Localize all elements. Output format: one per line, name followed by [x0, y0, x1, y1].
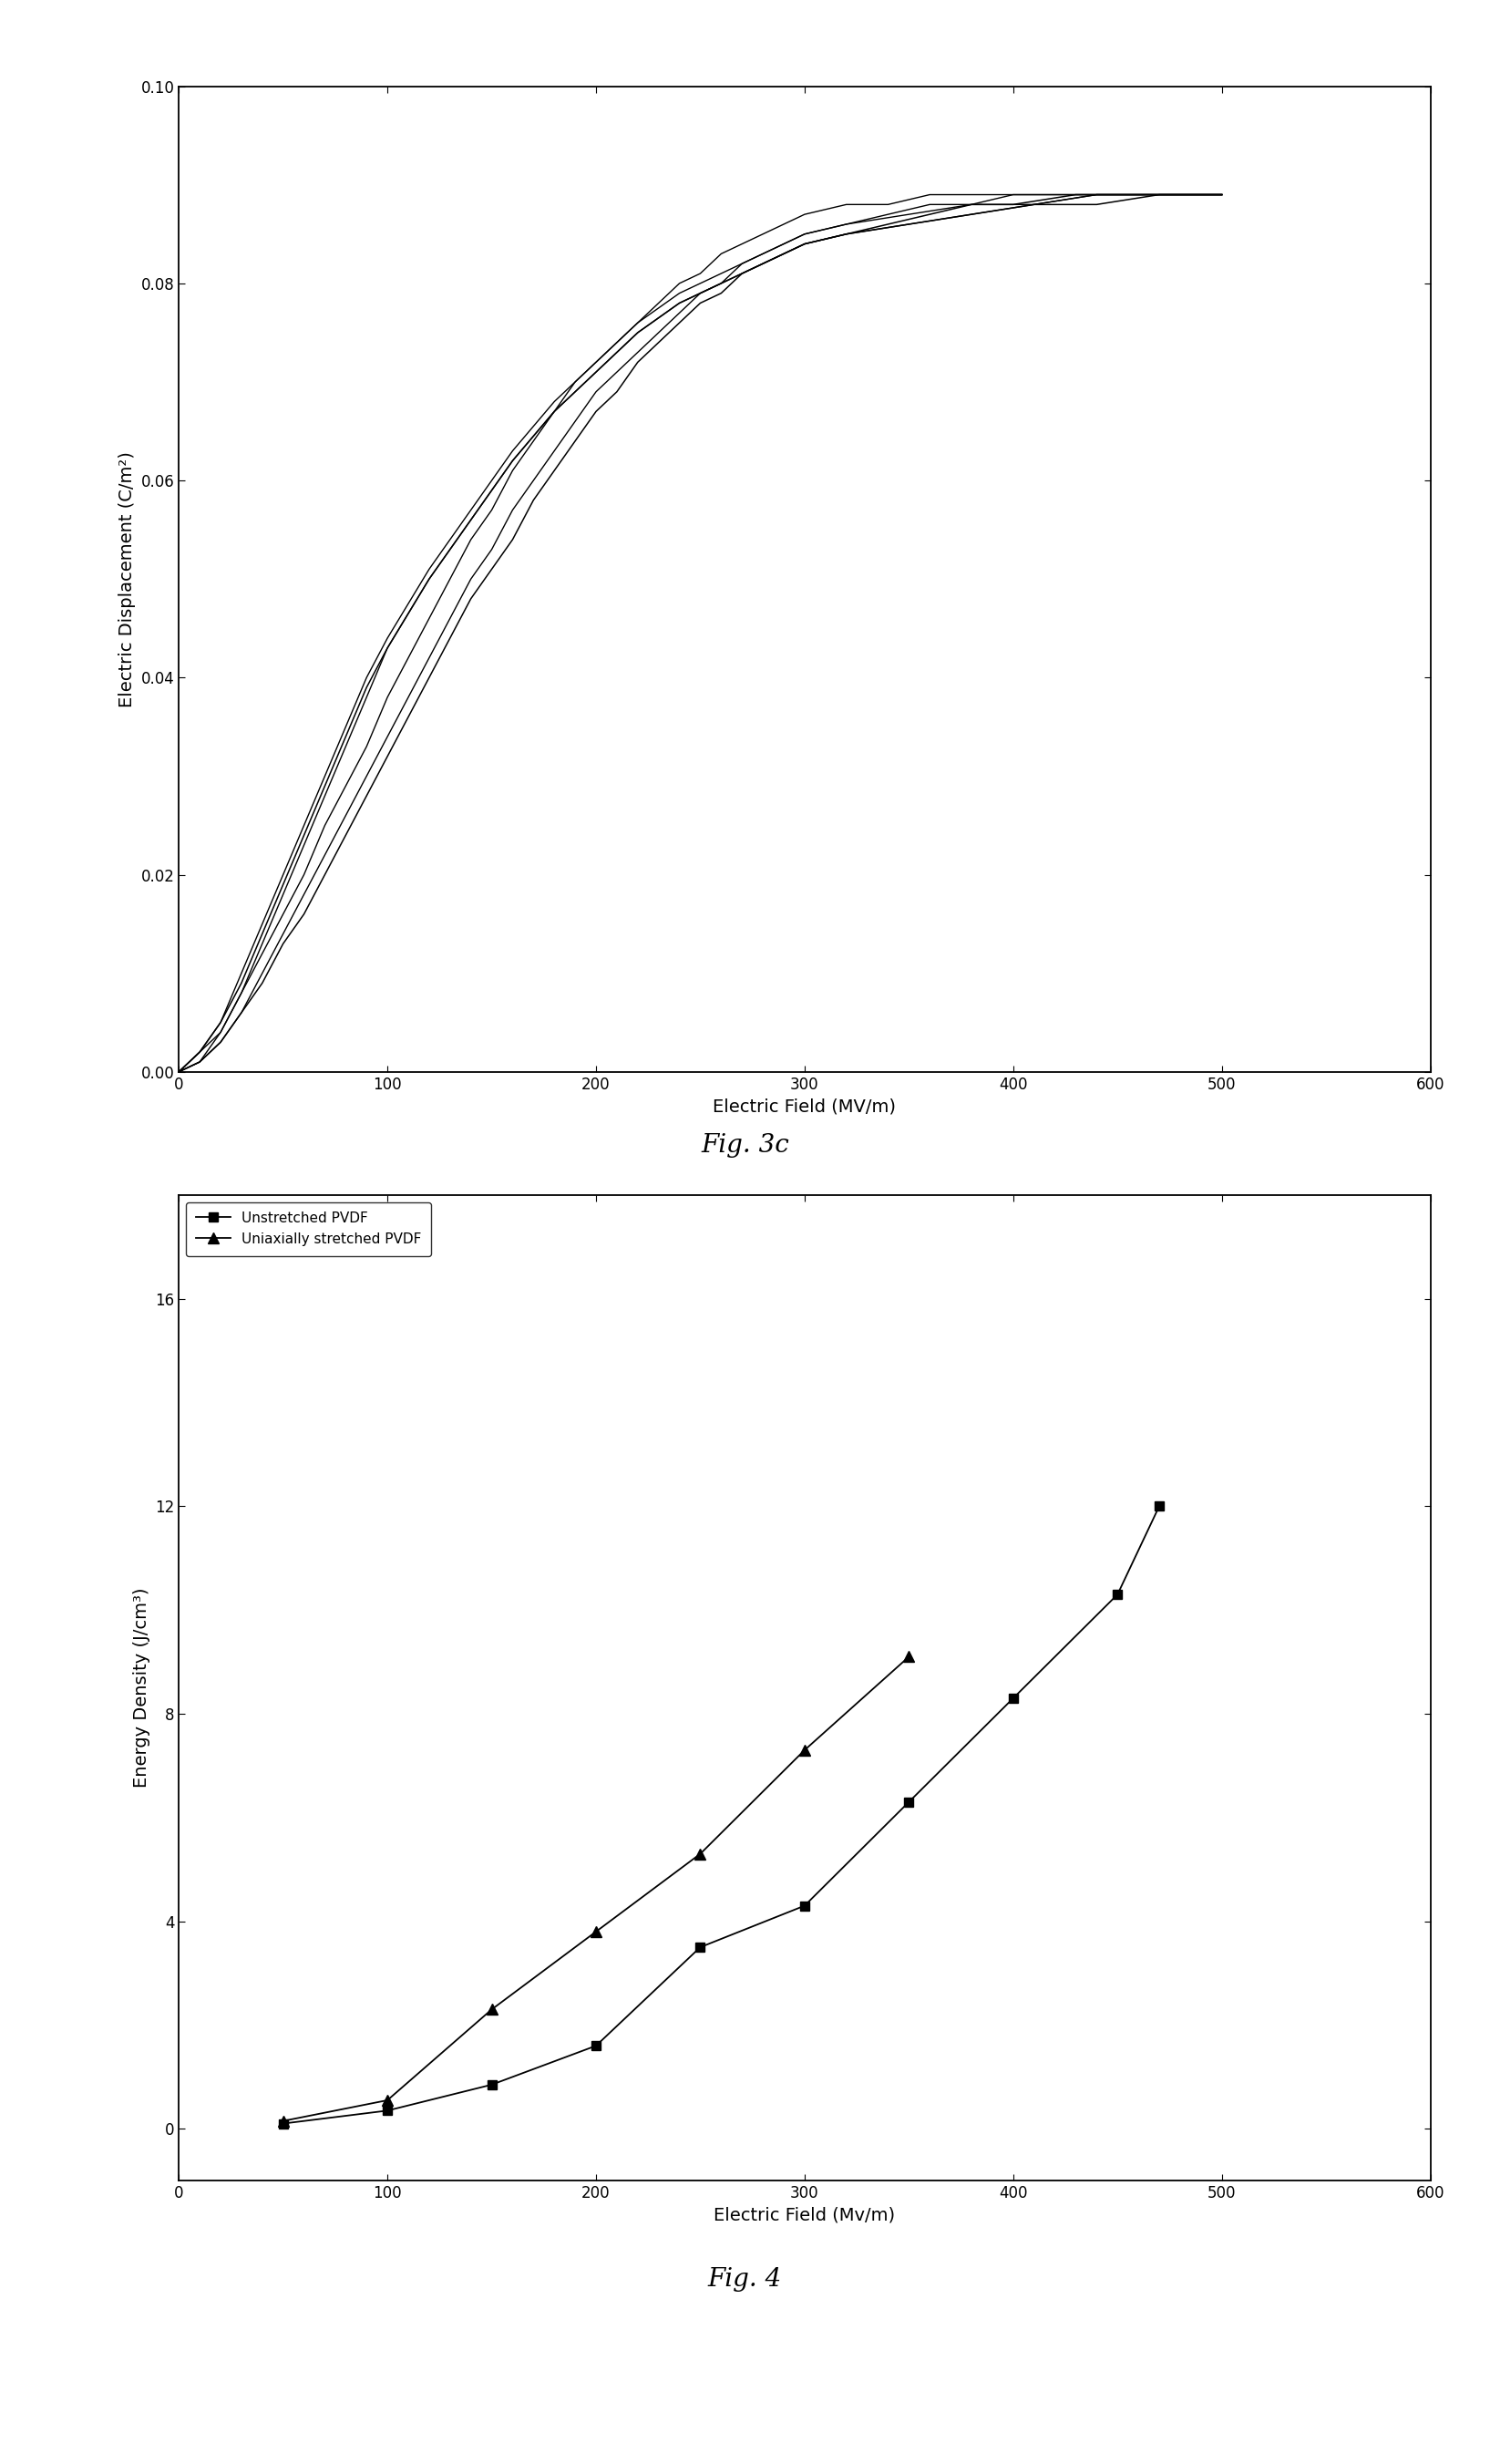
Unstretched PVDF: [691, 1932, 709, 1961]
Legend: Unstretched PVDF, Uniaxially stretched PVDF: Unstretched PVDF, Uniaxially stretched P…: [186, 1202, 431, 1257]
Line: Uniaxially stretched PVDF: Uniaxially stretched PVDF: [279, 1651, 913, 2126]
Unstretched PVDF: [900, 1786, 918, 1816]
Uniaxially stretched PVDF: [691, 1838, 709, 1868]
X-axis label: Electric Field (MV/m): Electric Field (MV/m): [714, 1099, 895, 1116]
Text: Fig. 4: Fig. 4: [708, 2267, 782, 2292]
Unstretched PVDF: [587, 2030, 605, 2060]
Uniaxially stretched PVDF: [378, 2085, 396, 2114]
Unstretched PVDF: [1109, 1579, 1126, 1609]
Uniaxially stretched PVDF: [587, 1917, 605, 1947]
Unstretched PVDF: [1004, 1683, 1022, 1712]
Line: Unstretched PVDF: Unstretched PVDF: [279, 1503, 1164, 2129]
Y-axis label: Electric Displacement (C/m²): Electric Displacement (C/m²): [118, 451, 136, 707]
Uniaxially stretched PVDF: [900, 1641, 918, 1671]
Unstretched PVDF: [483, 2070, 501, 2099]
Uniaxially stretched PVDF: [483, 1996, 501, 2025]
Unstretched PVDF: [274, 2109, 292, 2139]
Uniaxially stretched PVDF: [274, 2107, 292, 2136]
X-axis label: Electric Field (Mv/m): Electric Field (Mv/m): [714, 2208, 895, 2225]
Y-axis label: Energy Density (J/cm³): Energy Density (J/cm³): [133, 1587, 150, 1789]
Unstretched PVDF: [796, 1890, 814, 1919]
Uniaxially stretched PVDF: [796, 1735, 814, 1764]
Text: Fig. 3c: Fig. 3c: [700, 1133, 790, 1158]
Unstretched PVDF: [1150, 1491, 1168, 1520]
Unstretched PVDF: [378, 2097, 396, 2126]
